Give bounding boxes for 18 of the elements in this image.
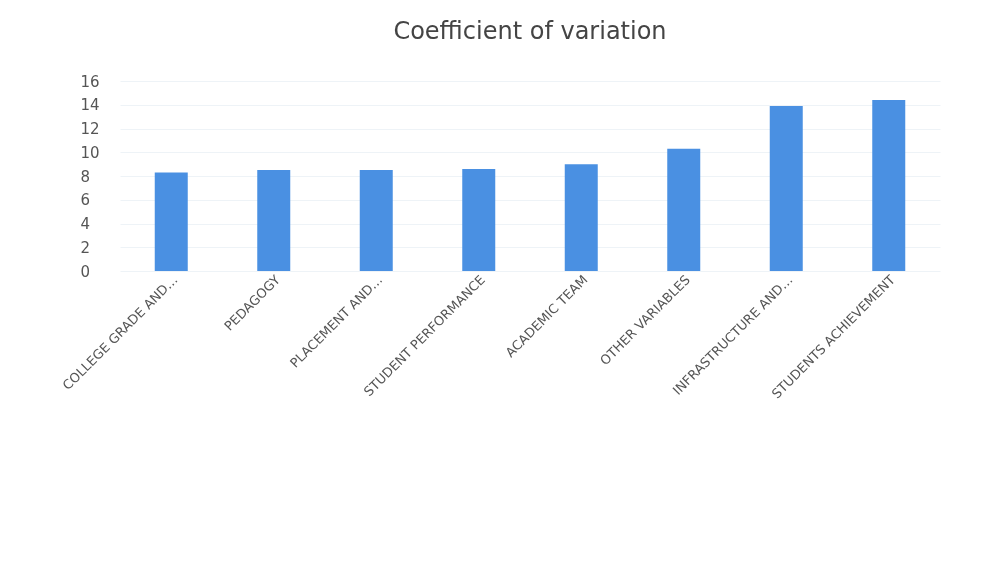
- bar: [872, 100, 906, 271]
- bar: [462, 168, 496, 271]
- chart-title: Coefficient of variation: [393, 17, 667, 45]
- y-tick-label: 2: [80, 238, 91, 257]
- bar: [154, 172, 188, 271]
- bar: [257, 170, 291, 271]
- bar: [769, 105, 803, 271]
- y-tick-label: 14: [80, 96, 100, 115]
- bar: [359, 170, 393, 271]
- y-tick-label: 16: [80, 72, 100, 91]
- y-tick-label: 0: [80, 262, 91, 281]
- bar: [667, 148, 701, 271]
- bar: [564, 164, 598, 271]
- y-tick-label: 10: [80, 143, 100, 162]
- y-tick-label: 6: [80, 191, 91, 210]
- y-tick-label: 12: [80, 120, 100, 138]
- y-tick-label: 4: [80, 215, 91, 233]
- y-tick-label: 8: [80, 167, 91, 186]
